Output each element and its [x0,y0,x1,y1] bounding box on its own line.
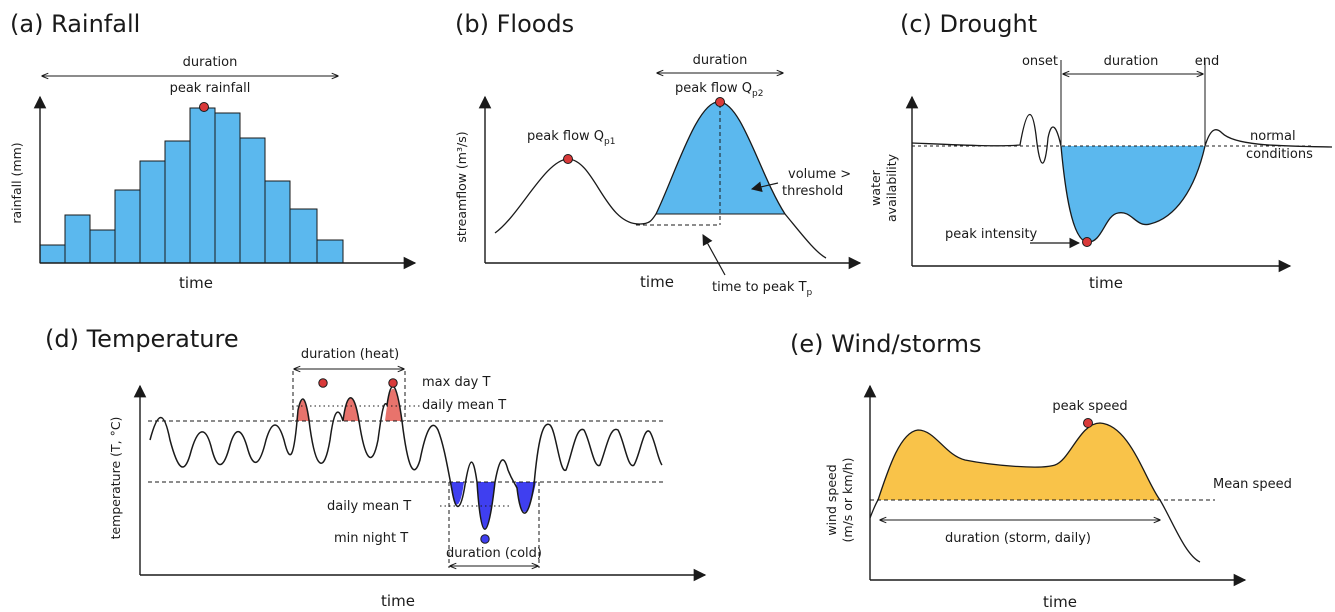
peak-speed-marker [1083,418,1093,428]
duration-heat-label: duration (heat) [301,347,399,362]
duration-label: duration [1104,54,1159,69]
min-night-label: min night T [334,531,408,546]
x-axis-label: time [640,273,674,291]
daily-mean-cold-label: daily mean T [327,499,411,514]
duration-label: duration [183,55,238,70]
panel-c-drought: (c) Drought onset duration end peak inte… [868,10,1333,292]
peak-flow-1-label: peak flow Qp1 [527,129,615,147]
y-axis-label: rainfall (mm) [9,142,24,223]
x-axis-label: time [381,592,415,610]
rain-bar-1 [39,244,66,264]
x-axis-label: time [1089,274,1123,292]
y-axis-label: temperature (T, °C) [108,417,123,540]
onset-label: onset [1022,54,1058,69]
max-day-label: max day T [422,375,490,390]
peak-rainfall-marker [199,102,209,112]
duration-label: duration [693,53,748,68]
peak-intensity-marker [1082,237,1092,247]
normal-label-2: conditions [1246,147,1313,162]
y-axis-label-2: availability [884,153,899,222]
x-axis-label: time [1043,593,1077,611]
rain-bar-5 [139,160,166,264]
normal-label-1: normal [1250,129,1296,144]
panel-d-temperature: (d) Temperature duration (heat) max day … [45,325,707,610]
hydrograph-curve [494,101,827,259]
panel-a-rainfall: (a) Rainfall duration peak rainfall rain… [9,10,417,292]
end-label: end [1195,54,1220,69]
rain-bar-10 [264,180,291,264]
mean-speed-label: Mean speed [1213,477,1292,492]
x-axis-label: time [179,274,213,292]
rain-bar-8 [214,112,241,264]
panel-b-title: (b) Floods [455,10,574,38]
daily-mean-hot-label: daily mean T [422,398,506,413]
rain-bar-11 [289,208,318,264]
panel-e-title: (e) Wind/storms [790,330,981,358]
volume-label-1: volume > [788,167,851,182]
heat-fill-3 [385,388,402,421]
y-axis-label-1: water [868,169,883,205]
y-axis-label-1: wind speed [824,464,839,535]
min-night-marker [480,534,490,544]
duration-cold-label: duration (cold) [446,546,542,561]
rain-bar-9 [239,137,266,264]
max-day-marker-2 [388,378,398,388]
panel-b-floods: (b) Floods duration peak flow Qp1 peak f… [454,10,862,298]
peak-flow-2-marker [715,97,725,107]
duration-label: duration (storm, daily) [945,531,1091,546]
rain-bar-4 [114,189,141,264]
rain-bar-12 [316,239,344,264]
panel-d-title: (d) Temperature [45,325,239,353]
temperature-curve [149,385,663,530]
rain-bar-7 [189,107,216,264]
time-to-peak-label: time to peak Tp [712,280,813,298]
rainfall-bars [39,107,344,264]
peak-speed-label: peak speed [1052,399,1127,414]
volume-pointer [750,181,779,193]
cold-fill-3 [516,482,536,512]
y-axis-label: streamflow (m³/s) [454,131,469,242]
rain-bar-6 [164,140,191,264]
time-to-peak-pointer [702,234,726,276]
panel-e-wind: (e) Wind/storms peak speed Mean speed du… [790,330,1292,611]
panel-a-title: (a) Rainfall [10,10,140,38]
peak-intensity-label: peak intensity [945,227,1038,242]
storm-fill [878,423,1160,500]
deficit-fill [1061,146,1205,243]
peak-rainfall-label: peak rainfall [170,81,251,96]
wind-speed-curve [869,422,1201,563]
peak-flow-2-label: peak flow Qp2 [675,81,763,99]
max-day-marker-1 [318,378,328,388]
rain-bar-2 [64,214,91,264]
volume-label-2: threshold [782,184,843,199]
rain-bar-3 [89,229,116,264]
y-axis-label-2: (m/s or km/h) [840,458,855,543]
peak-flow-1-marker [563,154,573,164]
panel-c-title: (c) Drought [900,10,1037,38]
